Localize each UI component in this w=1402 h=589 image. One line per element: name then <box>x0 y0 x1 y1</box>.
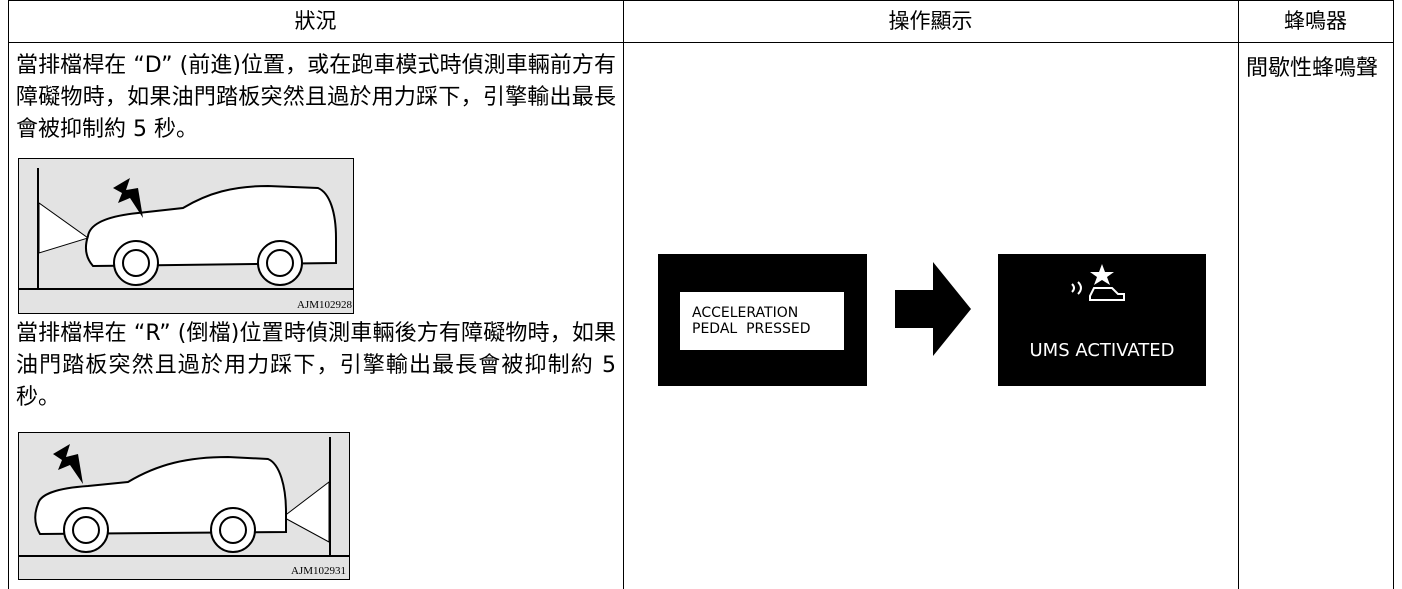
illustration-rear: AJM102931 <box>18 432 350 580</box>
header-cell: 狀況 <box>294 9 337 33</box>
image-code: AJM102931 <box>291 565 346 577</box>
image-code: AJM102928 <box>297 299 353 311</box>
display-screen: ACCELERATION PEDAL PRESSED <box>658 254 867 386</box>
condition-text: 當排檔桿在 “R” (倒檔)位置時偵測車輛後方有障礙物時，如果油門踏板突然且過於… <box>16 321 616 410</box>
message-box: ACCELERATION PEDAL PRESSED <box>678 290 846 352</box>
rule <box>8 42 1394 43</box>
rule <box>1393 0 1394 589</box>
illustration-front: AJM102928 <box>18 158 354 314</box>
header-cell: 操作顯示 <box>888 9 973 33</box>
ums-icon <box>1071 264 1125 301</box>
condition-text: 當排檔桿在 “D” (前進)位置，或在跑車模式時偵測車輛前方有障礙物時，如果油門… <box>16 53 616 142</box>
arrow <box>895 262 971 356</box>
buzzer-text: 間歇性蜂鳴聲 <box>1246 56 1379 81</box>
header-cell: 蜂鳴器 <box>1284 9 1347 33</box>
rule <box>8 0 9 589</box>
rule <box>1238 0 1239 589</box>
rule <box>623 0 624 589</box>
rule <box>8 0 1394 1</box>
message-line: PEDAL PRESSED <box>692 321 811 337</box>
message-line: ACCELERATION <box>692 305 799 321</box>
message-text: UMS ACTIVATED <box>1029 340 1175 361</box>
display-screen: UMS ACTIVATED <box>998 254 1206 386</box>
